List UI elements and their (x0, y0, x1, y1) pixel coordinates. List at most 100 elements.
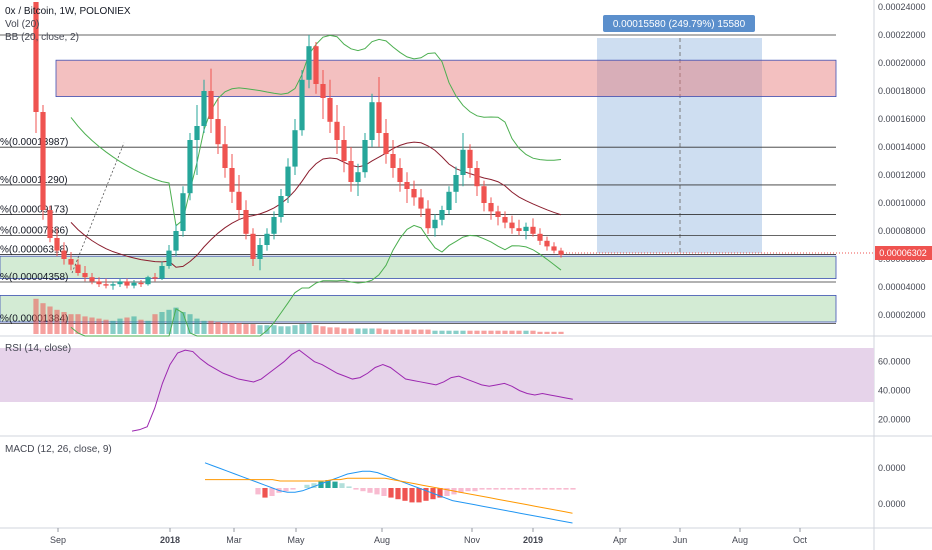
volume-bar (334, 327, 340, 334)
macd-histogram-bar (325, 480, 331, 488)
candle-body (502, 217, 508, 223)
volume-bar (530, 330, 536, 334)
candle-body (96, 281, 102, 285)
candle-body (362, 140, 368, 173)
candle-body (292, 130, 298, 167)
macd-histogram-bar (528, 488, 534, 490)
macd-histogram-bar (514, 488, 520, 490)
volume-bar (243, 324, 249, 334)
volume-bar (236, 323, 242, 334)
candle-body (439, 210, 445, 220)
fib-level-label: %(0.00013987) (0, 137, 68, 148)
volume-bar (488, 330, 494, 334)
volume-bar (75, 314, 81, 334)
macd-histogram-bar (556, 488, 562, 490)
volume-bar (166, 309, 172, 334)
volume-bar (222, 323, 228, 334)
candle-body (411, 189, 417, 198)
time-axis-tick: Sep (50, 535, 66, 545)
candle-body (278, 196, 284, 217)
bb-lower-band (70, 224, 562, 337)
macd-histogram-bar (402, 488, 408, 501)
candle-body (250, 233, 256, 259)
volume-bar (159, 312, 165, 334)
volume-bar (502, 330, 508, 334)
macd-histogram-bar (465, 488, 471, 492)
volume-bar (537, 331, 543, 334)
volume-bar (369, 328, 375, 334)
candle-body (194, 126, 200, 140)
volume-bar (124, 317, 130, 334)
volume-bar (390, 329, 396, 334)
candle-body (82, 273, 88, 278)
rsi-pane-title[interactable]: RSI (14, close) (5, 343, 71, 354)
rsi-band (0, 348, 874, 402)
volume-bar (187, 314, 193, 334)
macd-histogram-bar (416, 488, 422, 503)
candle-body (131, 282, 137, 286)
volume-bar (278, 326, 284, 334)
volume-indicator-title[interactable]: Vol (20) (5, 19, 39, 30)
macd-histogram-bar (283, 488, 289, 492)
macd-histogram-bar (367, 488, 373, 493)
candle-body (551, 246, 557, 251)
volume-bar (348, 328, 354, 334)
candle-body (75, 264, 81, 273)
price-axis-tick: 0.00018000 (878, 86, 926, 96)
price-axis-tick: 0.00008000 (878, 226, 926, 236)
macd-histogram-bar (521, 488, 527, 490)
volume-bar (320, 326, 326, 334)
rsi-axis-tick: 40.0000 (878, 386, 911, 396)
bb-indicator-title[interactable]: BB (20, close, 2) (5, 32, 79, 43)
macd-histogram-bar (507, 488, 513, 490)
volume-bar (523, 330, 529, 334)
candle-body (446, 191, 452, 210)
candle-body (306, 46, 312, 80)
volume-bar (54, 309, 60, 334)
macd-histogram-bar (304, 484, 310, 488)
macd-histogram-bar (311, 483, 317, 488)
volume-bar (299, 324, 305, 334)
volume-bar (229, 323, 235, 334)
candle-body (257, 245, 263, 259)
candle-body (537, 233, 543, 241)
support-zone (0, 294, 837, 323)
price-axis-tick: 0.00024000 (878, 2, 926, 12)
macd-histogram-bar (318, 481, 324, 488)
price-axis-tick: 0.00012000 (878, 170, 926, 180)
symbol-title[interactable]: 0x / Bitcoin, 1W, POLONIEX (5, 6, 131, 17)
last-price-label: 0.00006302 (879, 248, 927, 258)
macd-histogram-bar (381, 488, 387, 496)
volume-bar (96, 318, 102, 334)
candle-body (327, 98, 333, 122)
macd-pane-title[interactable]: MACD (12, 26, close, 9) (5, 444, 112, 455)
candle-body (390, 154, 396, 168)
volume-bar (285, 326, 291, 334)
time-axis-tick: May (287, 535, 305, 545)
candle-body (285, 166, 291, 196)
candle-body (334, 121, 340, 140)
price-axis-tick: 0.00010000 (878, 198, 926, 208)
volume-bar (82, 316, 88, 334)
candle-body (376, 102, 382, 133)
candle-body (299, 79, 305, 131)
candle-body (33, 2, 39, 112)
candle-body (516, 228, 522, 231)
volume-bar (376, 328, 382, 334)
trend-line (71, 142, 125, 274)
candle-body (124, 281, 130, 286)
time-axis-tick: 2019 (523, 535, 543, 545)
macd-axis-tick: 0.0000 (878, 463, 906, 473)
volume-bar (68, 314, 74, 334)
candle-body (222, 144, 228, 168)
candle-body (530, 226, 536, 234)
volume-bar (194, 318, 200, 334)
candle-body (509, 222, 515, 229)
time-axis-tick: 2018 (160, 535, 180, 545)
measure-label: 0.00015580 (249.79%) 15580 (613, 19, 746, 30)
candle-body (187, 140, 193, 194)
macd-histogram-bar (360, 488, 366, 492)
rsi-axis-tick: 60.0000 (878, 357, 911, 367)
macd-histogram-bar (486, 488, 492, 490)
macd-histogram-bar (458, 488, 464, 493)
